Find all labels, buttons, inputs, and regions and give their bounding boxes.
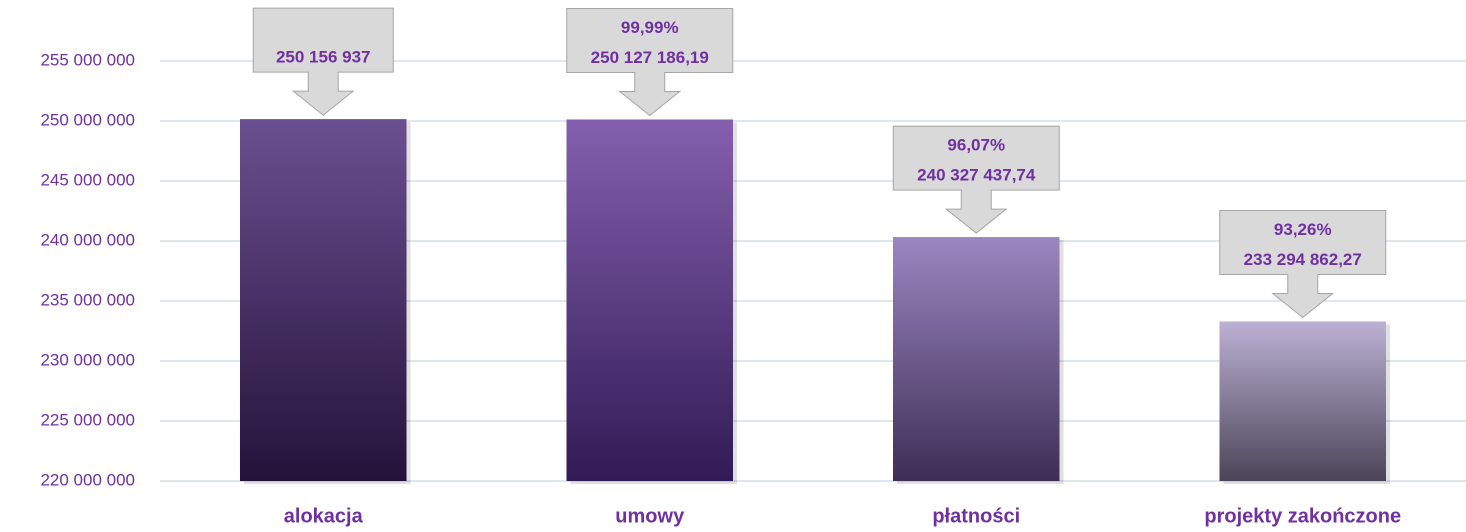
callout xyxy=(892,125,1060,234)
y-tick-label: 225 000 000 xyxy=(40,410,135,429)
x-tick-label: alokacja xyxy=(284,505,364,527)
bar xyxy=(566,119,734,482)
x-tick-label: płatności xyxy=(932,505,1020,527)
bar xyxy=(239,119,407,481)
y-tick-label: 230 000 000 xyxy=(40,350,135,369)
value-label: 233 294 862,27 xyxy=(1244,250,1362,269)
value-label: 240 327 437,74 xyxy=(917,166,1036,185)
share-label: 93,26% xyxy=(1274,220,1332,239)
callout xyxy=(252,7,394,116)
x-tick-label: umowy xyxy=(615,505,685,527)
y-tick-label: 240 000 000 xyxy=(40,230,135,249)
y-tick-label: 220 000 000 xyxy=(40,470,135,489)
bar xyxy=(892,237,1060,481)
y-tick-label: 250 000 000 xyxy=(40,110,135,129)
share-label: 99,99% xyxy=(621,18,679,37)
share-label: 96,07% xyxy=(947,136,1005,155)
y-tick-label: 255 000 000 xyxy=(40,50,135,69)
bar xyxy=(1219,321,1387,481)
value-label: 250 156 937 xyxy=(276,48,371,67)
callout xyxy=(1219,209,1387,319)
callout xyxy=(566,7,734,117)
value-label: 250 127 186,19 xyxy=(591,48,709,67)
y-tick-label: 235 000 000 xyxy=(40,290,135,309)
x-tick-label: projekty zakończone xyxy=(1204,505,1401,527)
y-tick-label: 245 000 000 xyxy=(40,170,135,189)
